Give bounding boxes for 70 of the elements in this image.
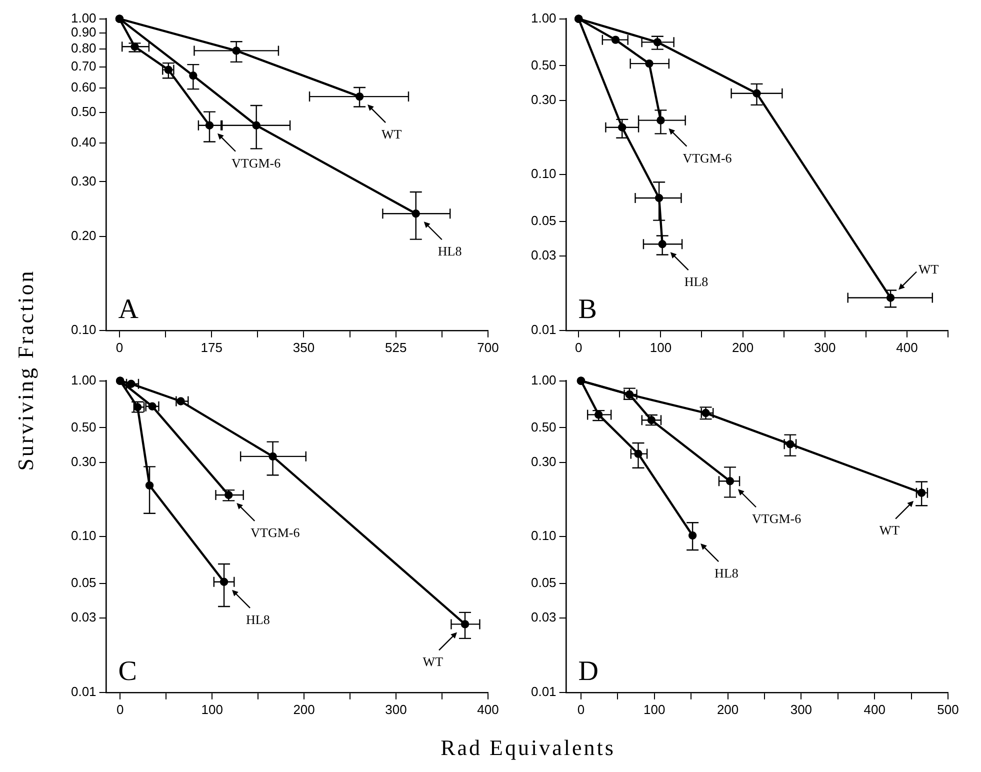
y-tick-label: 0.20 — [70, 228, 96, 244]
y-tick-label: 0.80 — [70, 40, 96, 56]
y-tick-label: 0.50 — [70, 104, 96, 120]
y-tick-label: 0.01 — [530, 684, 556, 699]
y-tick-label: 1.00 — [530, 372, 556, 388]
y-tick-label: 0.05 — [70, 575, 96, 590]
y-tick-label: 0.50 — [530, 57, 556, 72]
annotation: HL8 — [684, 274, 708, 290]
x-tick-label: 350 — [292, 340, 315, 355]
y-tick-label: 1.00 — [70, 10, 96, 26]
y-tick-label: 0.50 — [530, 419, 556, 434]
y-axis-title: Surviving Fraction — [13, 269, 39, 471]
y-tick-label: 0.30 — [530, 454, 556, 469]
annotation: VTGM-6 — [682, 150, 732, 166]
x-tick-label: 700 — [477, 340, 499, 355]
y-tick-label: 0.30 — [530, 92, 556, 107]
y-tick-label: 0.10 — [70, 528, 96, 544]
annotation: A — [118, 294, 140, 325]
y-tick-label: 0.10 — [530, 528, 556, 544]
annotation: VTGM-6 — [250, 524, 300, 540]
y-tick-label: 0.10 — [70, 322, 96, 337]
y-tick-label: 0.03 — [530, 610, 556, 625]
annotation: D — [578, 656, 599, 687]
y-tick-label: 0.03 — [530, 248, 556, 263]
y-tick-label: 0.30 — [70, 173, 96, 188]
x-tick-label: 200 — [732, 340, 754, 355]
x-tick-label: 400 — [864, 702, 886, 717]
y-tick-label: 0.90 — [70, 24, 96, 40]
annotation: HL8 — [438, 244, 462, 259]
annotation: WT — [879, 522, 900, 538]
x-tick-label: 300 — [814, 340, 836, 355]
y-tick-label: 0.50 — [70, 419, 96, 434]
y-tick-label: 0.60 — [70, 80, 96, 95]
x-axis-title: Rad Equivalents — [440, 735, 616, 761]
y-tick-label: 0.70 — [70, 58, 96, 74]
x-tick-label: 100 — [644, 702, 666, 717]
y-tick-label: 0.40 — [70, 134, 96, 150]
y-tick-label: 1.00 — [70, 372, 96, 388]
x-tick-label: 0 — [116, 702, 124, 717]
y-tick-label: 0.05 — [530, 213, 556, 228]
y-tick-label: 0.01 — [530, 322, 556, 337]
x-tick-label: 500 — [937, 702, 959, 717]
x-tick-label: 300 — [790, 702, 812, 717]
annotation: WT — [422, 654, 444, 670]
annotation: B — [578, 294, 597, 325]
x-tick-label: 300 — [385, 702, 407, 717]
x-tick-label: 0 — [577, 702, 585, 717]
annotation: VTGM-6 — [231, 155, 282, 170]
x-tick-label: 100 — [650, 340, 672, 355]
x-tick-label: 175 — [200, 340, 222, 355]
y-tick-label: 0.30 — [70, 454, 96, 469]
x-tick-label: 200 — [293, 702, 315, 717]
x-tick-label: 525 — [385, 340, 407, 355]
y-tick-label: 0.03 — [70, 610, 96, 625]
x-tick-label: 400 — [477, 702, 499, 717]
x-tick-label: 400 — [896, 340, 918, 355]
y-tick-label: 0.01 — [70, 684, 96, 699]
annotation: VTGM-6 — [752, 511, 802, 526]
x-tick-label: 0 — [574, 340, 582, 355]
annotation: WT — [918, 262, 939, 277]
annotation: C — [118, 656, 137, 687]
x-tick-label: 0 — [116, 340, 124, 355]
x-tick-label: 100 — [201, 702, 223, 717]
y-tick-label: 0.05 — [530, 575, 556, 590]
annotation: HL8 — [714, 565, 738, 580]
y-tick-label: 0.10 — [530, 166, 556, 182]
x-tick-label: 200 — [716, 702, 739, 717]
annotation: HL8 — [246, 612, 270, 627]
annotation: WT — [382, 126, 402, 142]
y-tick-label: 1.00 — [530, 10, 556, 26]
